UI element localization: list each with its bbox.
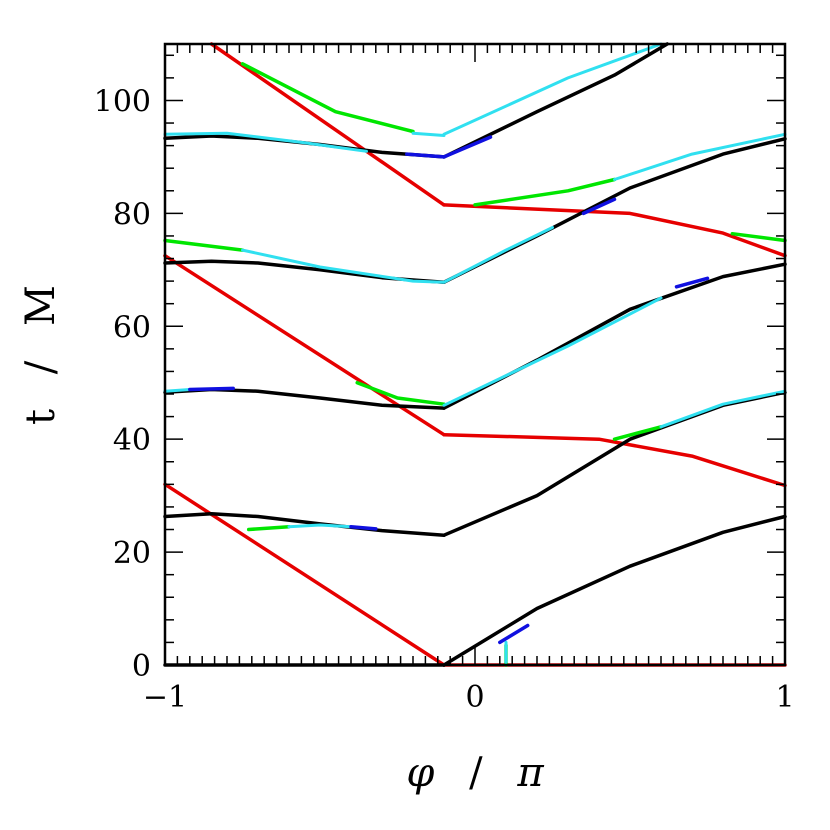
x-axis-unit: π — [516, 750, 544, 796]
series-line-blue-41 — [498, 623, 530, 645]
y-tick-label: 60 — [113, 310, 151, 345]
series-line-blue-37 — [405, 152, 446, 159]
y-tick-label: 0 — [132, 649, 151, 684]
series-line-blue-38 — [442, 135, 493, 159]
series-line-cyan-32 — [613, 132, 787, 181]
series-line-blue-35 — [188, 386, 235, 392]
ticks-layer — [164, 44, 786, 666]
series-line-black-13 — [442, 137, 787, 284]
series-line-green-17 — [355, 380, 446, 406]
series-line-black-11 — [442, 262, 787, 410]
series-layer — [163, 42, 787, 667]
y-axis-var: t — [18, 409, 64, 425]
series-line-green-18 — [163, 238, 245, 252]
series-line-red-3 — [442, 432, 787, 488]
series-line-blue-40 — [674, 276, 710, 289]
series-line-black-7 — [442, 514, 787, 667]
x-axis-label: φ / π — [406, 750, 544, 796]
series-line-green-19 — [240, 62, 415, 134]
x-tick-label: 0 — [465, 680, 484, 715]
series-line-cyan-27 — [241, 248, 446, 284]
series-line-green-21 — [612, 425, 663, 441]
y-tick-label: 20 — [113, 536, 151, 571]
y-axis-unit: M — [18, 285, 64, 326]
x-tick-label: 1 — [775, 680, 794, 715]
series-line-blue-39 — [581, 197, 617, 216]
series-line-cyan-29 — [163, 131, 368, 153]
series-line-green-22 — [730, 231, 787, 243]
series-line-red-5 — [442, 203, 787, 258]
series-line-red-4 — [209, 42, 446, 207]
x-axis-symbol: φ — [406, 750, 434, 796]
y-tick-label: 40 — [113, 423, 151, 458]
series-line-red-0 — [163, 482, 446, 667]
y-tick-label: 100 — [94, 84, 151, 119]
series-line-black-9 — [442, 390, 787, 537]
series-line-blue-36 — [349, 524, 378, 531]
y-axis-label: t / M — [18, 285, 64, 425]
series-line-cyan-26 — [442, 296, 663, 407]
series-line-green-16 — [246, 524, 291, 532]
series-line-cyan-33 — [659, 389, 787, 429]
series-line-black-8 — [163, 511, 446, 537]
x-axis-slash: / — [469, 750, 483, 796]
series-line-green-20 — [473, 177, 617, 207]
series-line-cyan-25 — [163, 388, 192, 393]
y-tick-label: 80 — [113, 197, 151, 232]
series-line-cyan-24 — [287, 523, 353, 529]
axis-labels-layer: φ / π t / M — [18, 285, 544, 796]
series-line-cyan-30 — [411, 131, 446, 137]
series-line-black-15 — [442, 42, 669, 159]
y-axis-slash: / — [18, 360, 64, 374]
series-line-cyan-28 — [442, 226, 554, 284]
x-tick-label: −1 — [143, 680, 187, 715]
series-line-cyan-31 — [442, 42, 663, 136]
series-line-black-14 — [163, 134, 446, 159]
